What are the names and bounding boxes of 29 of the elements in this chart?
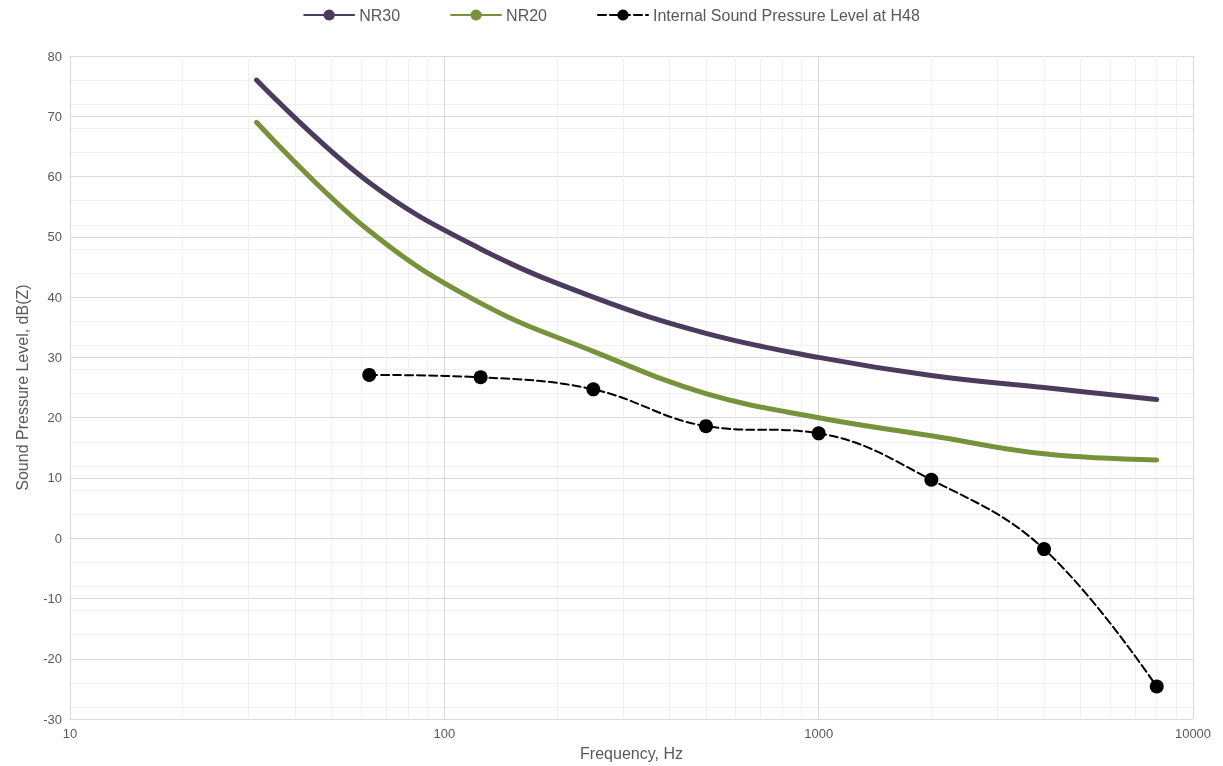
y-tick-label: 40 bbox=[47, 289, 62, 305]
legend-label: NR20 bbox=[506, 6, 548, 24]
point bbox=[811, 426, 826, 441]
y-tick-label: -30 bbox=[43, 711, 62, 727]
legend-label: NR30 bbox=[359, 6, 401, 24]
y-tick-label: 50 bbox=[47, 229, 62, 245]
legend-label: Internal Sound Pressure Level at H48 bbox=[652, 6, 920, 24]
y-tick-label: -20 bbox=[43, 651, 62, 667]
y-tick-label: 60 bbox=[47, 169, 62, 185]
point bbox=[473, 370, 488, 385]
point bbox=[924, 472, 939, 487]
y-tick-label: 20 bbox=[47, 410, 62, 426]
y-tick-label: 30 bbox=[47, 349, 62, 365]
point bbox=[1037, 542, 1052, 557]
point bbox=[699, 419, 713, 434]
x-tick-label: 10000 bbox=[1174, 726, 1212, 742]
x-tick-label: 1000 bbox=[804, 726, 834, 742]
point bbox=[1149, 679, 1164, 694]
y-axis-title: Sound Pressure Level, dB(Z) bbox=[13, 284, 31, 491]
x-axis-title: Frequency, Hz bbox=[580, 744, 683, 762]
y-tick-label: 0 bbox=[54, 530, 62, 546]
y-tick-label: 80 bbox=[47, 48, 62, 64]
y-tick-label: -10 bbox=[43, 591, 62, 607]
x-tick-label: 10 bbox=[62, 726, 78, 742]
x-tick-label: 100 bbox=[433, 726, 456, 742]
y-tick-label: 10 bbox=[47, 470, 62, 486]
y-tick-label: 70 bbox=[47, 108, 62, 124]
point bbox=[586, 382, 601, 397]
point bbox=[362, 367, 377, 382]
